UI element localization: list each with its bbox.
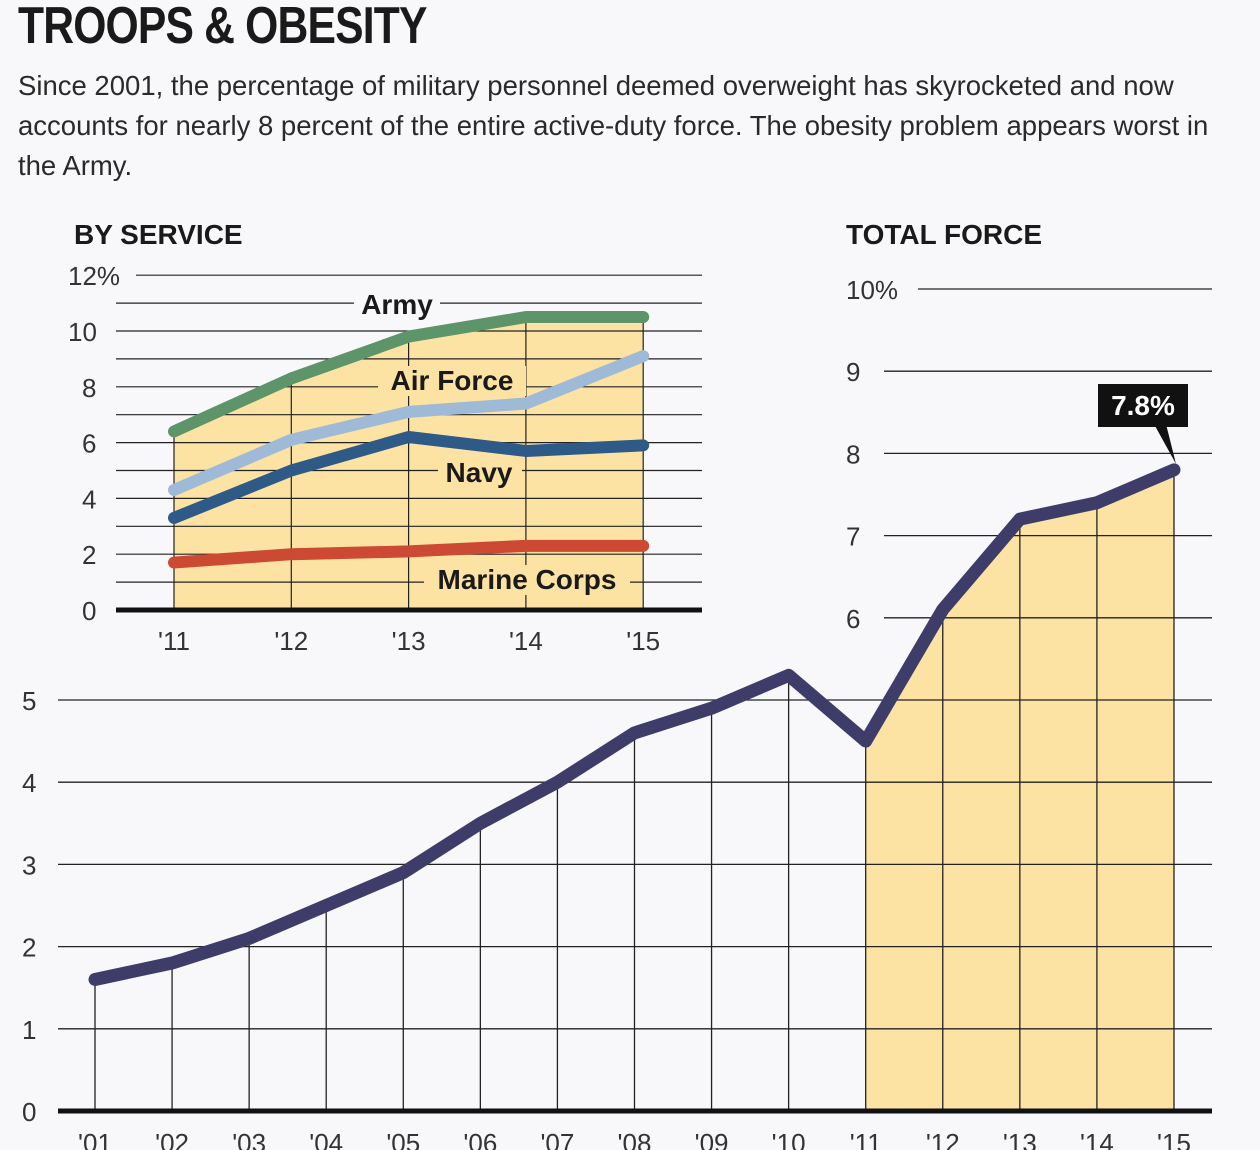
y-tick-label: 2 (22, 933, 36, 963)
data-point (172, 429, 176, 433)
y-tick-label: 2 (82, 540, 96, 570)
data-point (93, 977, 97, 982)
x-tick-label: '12 (274, 626, 308, 656)
data-point (1094, 500, 1099, 505)
y-tick-label: 8 (846, 439, 860, 469)
data-point (709, 706, 714, 711)
data-point (1017, 517, 1022, 522)
x-tick-label: '15 (626, 626, 660, 656)
y-tick-label: 10% (846, 275, 898, 305)
data-point (863, 739, 868, 744)
data-point (407, 435, 411, 439)
x-tick-label: '13 (1003, 1128, 1037, 1150)
data-point (407, 549, 411, 553)
data-point (632, 730, 637, 735)
x-tick-label: '02 (155, 1128, 189, 1150)
data-point (324, 903, 329, 908)
y-tick-label: 9 (846, 357, 860, 387)
x-tick-label: '12 (926, 1128, 960, 1150)
by-service-title: BY SERVICE (74, 219, 243, 250)
data-point (172, 488, 176, 492)
x-tick-label: '09 (695, 1128, 729, 1150)
total-force-title: TOTAL FORCE (846, 219, 1042, 250)
y-tick-label: 0 (82, 596, 96, 626)
chart-title: TROOPS & OBESITY (18, 0, 427, 55)
series-label: Marine Corps (438, 564, 617, 595)
data-point (172, 561, 176, 565)
data-point (940, 607, 945, 612)
chart-subtitle: Since 2001, the percentage of military p… (18, 70, 1209, 181)
series-label: Army (361, 289, 433, 320)
data-point (524, 315, 528, 319)
data-point (641, 443, 645, 447)
data-point (524, 449, 528, 453)
data-point (289, 552, 293, 556)
x-tick-label: '03 (232, 1128, 266, 1150)
x-tick-label: '04 (309, 1128, 343, 1150)
y-tick-label: 4 (22, 768, 36, 798)
data-point (170, 961, 175, 966)
data-point (641, 544, 645, 548)
y-tick-label: 0 (22, 1097, 36, 1127)
series-label: Navy (446, 457, 513, 488)
data-point (401, 870, 406, 875)
y-tick-label: 8 (82, 373, 96, 403)
data-point (289, 469, 293, 472)
data-point (407, 410, 411, 414)
data-point (289, 376, 293, 380)
y-tick-label: 7 (846, 522, 860, 552)
y-tick-label: 6 (82, 429, 96, 459)
data-point (524, 544, 528, 548)
x-tick-label: '14 (509, 626, 543, 656)
data-point (247, 936, 252, 941)
data-point (786, 673, 791, 678)
y-tick-label: 4 (82, 484, 96, 514)
x-tick-label: '01 (78, 1128, 112, 1150)
data-point (172, 516, 176, 520)
series-label: Air Force (391, 365, 514, 396)
x-tick-label: '11 (850, 1128, 882, 1150)
x-tick-label: '13 (392, 626, 426, 656)
series-label-bg (378, 366, 526, 396)
x-tick-label: '06 (463, 1128, 497, 1150)
y-tick-label: 1 (22, 1015, 36, 1045)
data-point (555, 780, 560, 785)
y-tick-label: 10 (68, 317, 97, 347)
total-force-chart: 0 1 2 3 4 5 6 7 8 9 10% '01 '02 '03 '04 '05 '06 '07 '08 '09… (22, 219, 1212, 1150)
y-tick-label: 5 (22, 686, 36, 716)
y-tick-label: 6 (846, 604, 860, 634)
x-tick-label: '05 (386, 1128, 420, 1150)
callout-box (1098, 384, 1188, 427)
callout-pointer (1153, 424, 1176, 464)
x-tick-label: '15 (1157, 1128, 1191, 1150)
x-tick-label: '11 (158, 626, 190, 656)
data-point (641, 315, 645, 319)
series-label-bg (438, 458, 522, 488)
data-point (478, 821, 483, 826)
data-point (289, 438, 293, 442)
x-tick-label: '10 (772, 1128, 806, 1150)
y-tick-label: 3 (22, 850, 36, 880)
data-point (407, 335, 411, 339)
x-tick-label: '08 (618, 1128, 652, 1150)
y-tick-label: 12% (68, 261, 120, 291)
callout-label: 7.8% (1111, 390, 1175, 421)
x-tick-label: '07 (540, 1128, 574, 1150)
data-point (524, 402, 528, 406)
data-point (641, 354, 645, 358)
by-service-chart: Army Air Force Navy Marine Corps 0 2 4 6 8 10 12% '… (68, 219, 702, 656)
data-point (1171, 467, 1176, 472)
x-tick-label: '14 (1080, 1128, 1114, 1150)
series-label-bg (354, 290, 440, 320)
series-label-bg (424, 565, 630, 595)
